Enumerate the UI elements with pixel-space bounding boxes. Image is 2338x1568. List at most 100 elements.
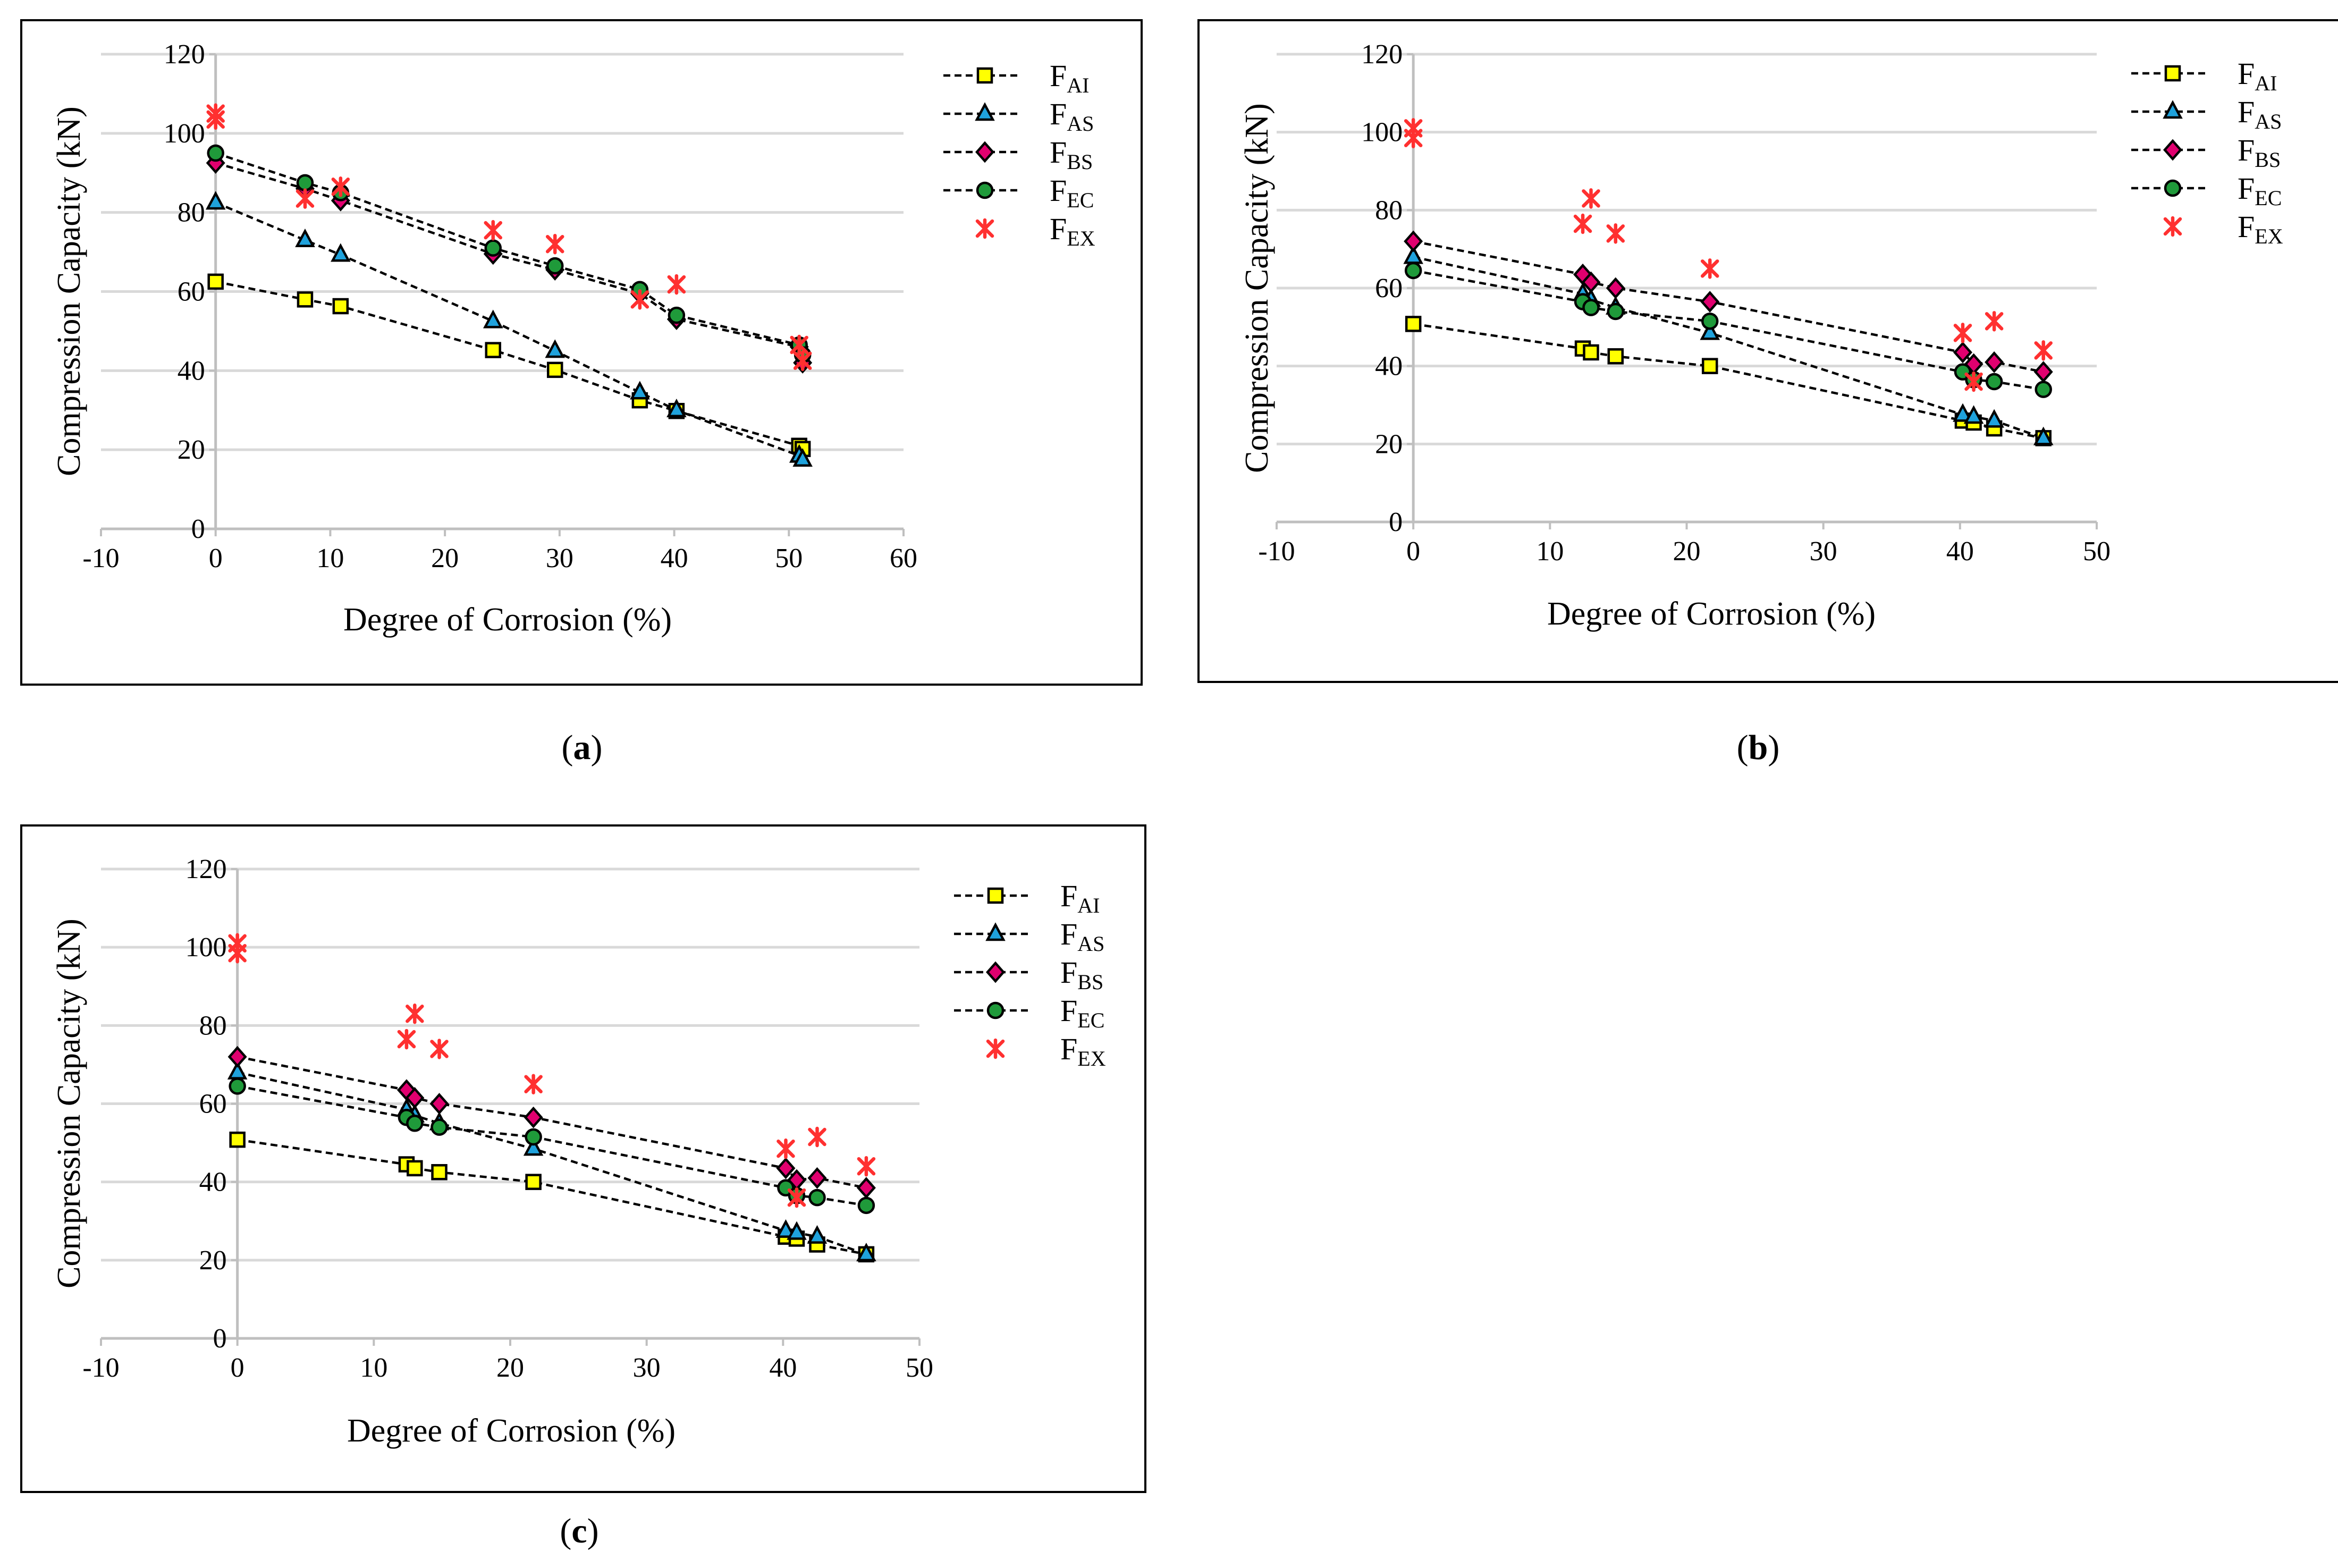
f-ex-point	[776, 1138, 795, 1159]
caption-open-paren: (	[560, 1512, 571, 1550]
legend-label-subscript: BS	[1067, 150, 1093, 174]
x-tick-label: 10	[1536, 536, 1564, 567]
f-as-point	[1984, 409, 2004, 428]
f-ai-point	[332, 298, 349, 315]
f-ex-point	[1606, 223, 1625, 244]
f-bs-point	[1953, 341, 1972, 364]
y-axis-title: Compression Capacity (kN)	[51, 918, 87, 1288]
y-tick-label: 20	[178, 435, 205, 465]
panel-caption: (c)	[560, 1512, 598, 1550]
f-bs-point	[1404, 230, 1423, 252]
y-axis-title: Compression Capacity (kN)	[1239, 103, 1275, 473]
legend-label-f-ex: FEX	[1050, 212, 1095, 250]
y-tick-label: 120	[1361, 39, 1403, 70]
f-ex-point	[484, 220, 502, 241]
f-as-point	[1700, 321, 1720, 340]
f-ai-point	[1583, 344, 1599, 361]
legend-label-main: F	[1050, 173, 1067, 208]
f-ex-point	[1582, 188, 1600, 209]
f-as-point	[792, 448, 813, 467]
chart-panel-b: 0 20 40 60 80 100 120 -10 0 10 20 30 40 50 Degree of C…	[1197, 19, 2338, 767]
f-ai-point	[207, 273, 224, 290]
legend-label-main: F	[1050, 212, 1067, 246]
f-as-point	[985, 922, 1006, 941]
f-ex-point	[793, 350, 812, 371]
y-tick-label: 80	[178, 198, 205, 228]
caption-letter: a	[573, 728, 591, 767]
f-bs-point	[985, 961, 1006, 983]
x-tick-label: 30	[633, 1353, 661, 1383]
caption-close-paren: )	[587, 1512, 599, 1550]
chart-panel-c: 0 20 40 60 80 100 120 -10 0 10 20 30 40 50 Degree of C…	[20, 824, 1146, 1550]
y-tick-label: 0	[1389, 507, 1403, 537]
x-tick-label: 30	[1810, 536, 1837, 567]
legend-label-main: F	[1050, 58, 1067, 93]
x-tick-label: 0	[1406, 536, 1420, 567]
f-as-point	[666, 398, 687, 417]
f-bs-point	[1606, 277, 1625, 299]
chart-panel-a: 0 20 40 60 80 100 120 -10 0 10 20 30 40 50 60 Degree of…	[20, 19, 1143, 767]
f-ec-point	[207, 144, 224, 162]
x-tick-label: 50	[2083, 536, 2111, 567]
panel-frame	[20, 19, 1143, 686]
f-ec-point	[1701, 313, 1719, 330]
legend-label-main: F	[1060, 993, 1077, 1028]
x-tick-label: 30	[546, 543, 573, 574]
y-tick-label: 60	[1375, 273, 1403, 304]
y-tick-label: 0	[213, 1323, 227, 1354]
legend-label-main: F	[1060, 955, 1077, 990]
f-ex-point	[545, 233, 564, 255]
f-bs-point	[1985, 351, 2004, 373]
f-as-point	[331, 243, 351, 262]
f-ex-point	[406, 1004, 424, 1024]
x-tick-label: 50	[775, 543, 803, 574]
x-tick-label: -10	[82, 543, 119, 574]
legend-label-main: F	[1050, 97, 1067, 131]
y-tick-label: 100	[164, 119, 205, 149]
f-ex-point	[667, 274, 686, 295]
legend-label-subscript: AS	[1067, 112, 1094, 136]
caption-open-paren: (	[1737, 728, 1749, 767]
legend-label-subscript: EX	[2255, 224, 2283, 248]
legend-label-subscript: AI	[1077, 893, 1100, 917]
legend-label-f-ec: FEC	[1050, 173, 1094, 212]
f-as-point	[630, 381, 650, 400]
f-as-point	[295, 228, 315, 248]
x-axis-title: Degree of Corrosion (%)	[347, 1413, 676, 1449]
f-as-point	[975, 102, 995, 121]
y-tick-label: 0	[191, 514, 205, 544]
y-tick-label: 100	[185, 932, 227, 963]
x-tick-label: 40	[1946, 536, 1974, 567]
f-ex-point	[808, 1126, 826, 1148]
f-as-point	[1953, 403, 1973, 422]
f-ai-point	[1405, 316, 1422, 332]
legend-label-f-as: FAS	[2238, 95, 2282, 133]
y-tick-label: 60	[199, 1089, 227, 1119]
f-ec-point	[976, 181, 994, 199]
legend-label-subscript: AS	[1077, 932, 1104, 956]
legend-label-main: F	[2238, 56, 2255, 91]
f-ex-point	[206, 109, 225, 130]
x-tick-label: -10	[82, 1353, 119, 1383]
f-ai-point	[1701, 358, 1718, 374]
f-bs-point	[1581, 271, 1601, 293]
f-ec-point	[229, 1077, 246, 1095]
f-ex-point	[857, 1156, 876, 1177]
f-ec-point	[1607, 302, 1625, 321]
x-tick-label: 0	[209, 543, 223, 574]
legend-label-subscript: BS	[2255, 148, 2281, 172]
f-ai-point	[976, 67, 993, 84]
legend-label-main: F	[1050, 135, 1067, 170]
legend-label-main: F	[2238, 95, 2255, 129]
legend-label-f-ai: FAI	[1050, 58, 1089, 97]
panel-caption: (a)	[562, 728, 603, 767]
f-ex-point	[790, 334, 808, 356]
f-ec-point	[406, 1115, 424, 1132]
f-ex-point	[2163, 216, 2182, 237]
legend-label-f-bs: FBS	[1050, 135, 1093, 174]
legend-label-subscript: EX	[1077, 1047, 1105, 1070]
y-tick-label: 40	[1375, 351, 1403, 382]
f-as-point	[787, 1221, 807, 1240]
caption-close-paren: )	[591, 728, 603, 767]
